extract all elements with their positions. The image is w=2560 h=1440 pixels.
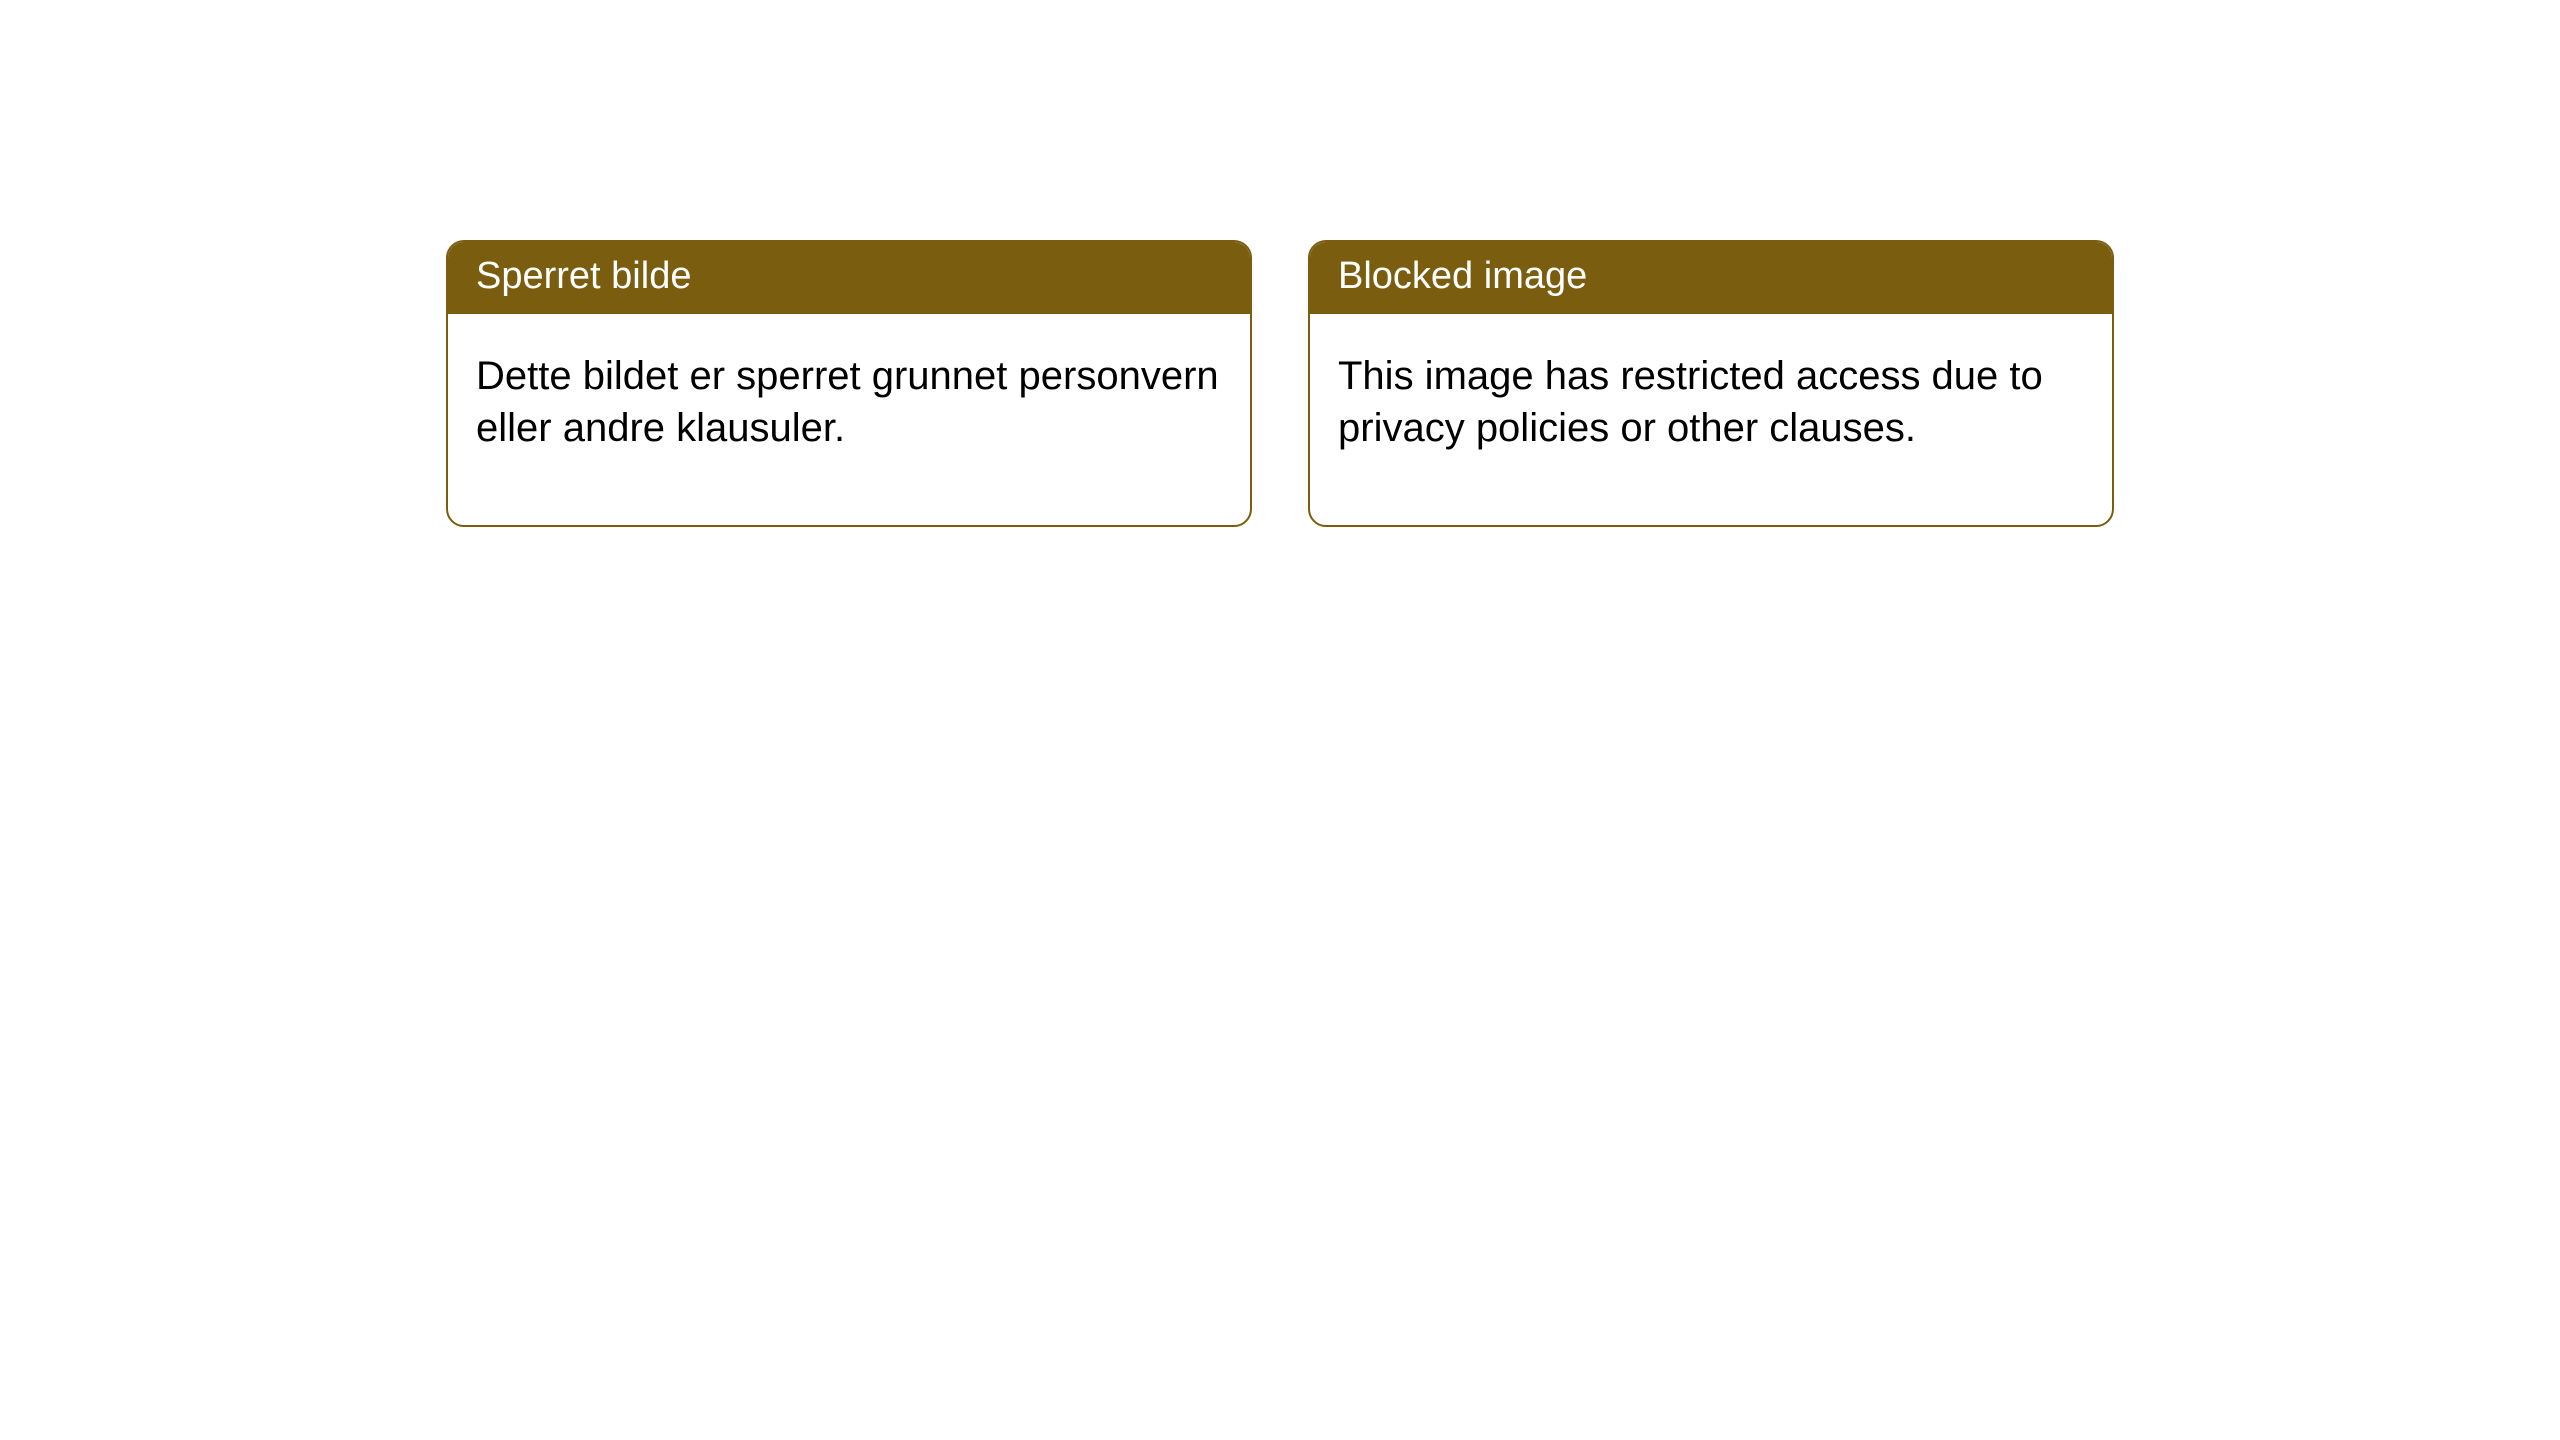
notice-title-no: Sperret bilde bbox=[476, 255, 691, 297]
notice-container: Sperret bilde Dette bildet er sperret gr… bbox=[446, 240, 2114, 527]
notice-body-en: This image has restricted access due to … bbox=[1310, 314, 2112, 526]
notice-body-no: Dette bildet er sperret grunnet personve… bbox=[448, 314, 1250, 526]
notice-body-text-en: This image has restricted access due to … bbox=[1338, 354, 2043, 451]
notice-body-text-no: Dette bildet er sperret grunnet personve… bbox=[476, 354, 1219, 451]
notice-card-no: Sperret bilde Dette bildet er sperret gr… bbox=[446, 240, 1252, 527]
notice-card-en: Blocked image This image has restricted … bbox=[1308, 240, 2114, 527]
notice-header-no: Sperret bilde bbox=[448, 242, 1250, 314]
notice-header-en: Blocked image bbox=[1310, 242, 2112, 314]
notice-title-en: Blocked image bbox=[1338, 255, 1587, 297]
